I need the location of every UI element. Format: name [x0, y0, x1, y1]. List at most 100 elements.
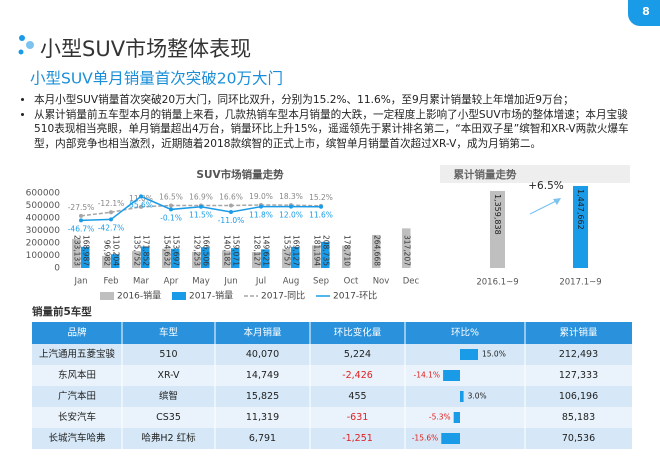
bar-value-label: 153,697 [172, 235, 181, 266]
bar [102, 255, 111, 268]
bar-value-label: 140,182 [223, 235, 232, 266]
table-cell: -1,251 [342, 433, 373, 444]
y-tick-label: 500000 [26, 201, 61, 211]
table-cell: XR-V [157, 370, 180, 381]
line-value-label: -12.1% [98, 199, 125, 208]
bar-value-label: 154,632 [163, 235, 172, 266]
bar [402, 228, 411, 268]
table-cell: 11,319 [246, 412, 279, 423]
table-cell: 5,224 [344, 349, 371, 360]
y-tick-label: 300000 [26, 226, 61, 236]
bar [231, 248, 240, 268]
bar-value-label: 168,987 [82, 235, 91, 266]
table-cell: 127,333 [559, 370, 598, 381]
bar-value-label: 181,194 [313, 235, 322, 266]
table-row-bg [32, 428, 632, 449]
bullet: 本月小型SUV销量首次突破20万大门，同环比双升，分别为15.2%、11.6%，… [34, 93, 646, 108]
line-value-label: 16.5% [159, 193, 183, 202]
table-cell: 6,791 [249, 433, 276, 444]
table-cell: 14,749 [246, 370, 279, 381]
bar [573, 185, 588, 268]
x-tick-label: Nov [373, 277, 390, 287]
bar [261, 249, 270, 268]
bar [141, 246, 150, 268]
y-tick-label: 0 [54, 264, 60, 274]
x-tick-label: May [192, 277, 210, 287]
x-tick-label: Mar [133, 277, 150, 287]
table-cell: 510 [159, 349, 177, 360]
table-cell: 40,070 [246, 349, 279, 360]
x-tick-label: Aug [283, 277, 300, 287]
bar-value-label: 159,071 [232, 235, 241, 266]
bar-value-label: 169,127 [292, 235, 301, 266]
table-cell: 长城汽车哈弗 [48, 432, 105, 444]
table-cell: -2,426 [342, 370, 373, 381]
bar-value-label: 153,757 [283, 235, 292, 266]
line-value-label: -27.5% [68, 203, 95, 212]
pct-label: 15.0% [482, 350, 506, 359]
x-tick-label: 2016.1~9 [476, 278, 518, 288]
legend-swatch [100, 292, 114, 300]
bar [372, 234, 381, 268]
y-tick-label: 100000 [26, 251, 61, 261]
bar-value-label: 264,668 [373, 235, 382, 266]
pct-label: -5.3% [429, 413, 451, 422]
table-header: 品牌 [67, 327, 87, 339]
line-value-label: 11.8% [249, 211, 273, 220]
pct-bar [443, 370, 460, 381]
line-point [169, 207, 173, 212]
table-row-bg [32, 407, 632, 428]
legend-label: 2017-同比 [261, 290, 305, 302]
deco [18, 49, 24, 55]
table-header: 车型 [159, 327, 179, 339]
bar [201, 247, 210, 268]
line-value-label: -0.1% [160, 213, 182, 222]
pct-bar [441, 433, 460, 444]
x-tick-label: Jun [223, 277, 237, 287]
chart-header-bg [440, 165, 630, 183]
pct-bar [453, 412, 460, 423]
annotation: +6.5% [528, 180, 563, 192]
line-point [229, 209, 233, 214]
arrow [529, 199, 559, 215]
legend-label: 2017-销量 [189, 290, 233, 302]
table-cell: 缤智 [159, 390, 178, 402]
line-point [259, 204, 263, 209]
line-point [199, 204, 203, 209]
table-cell: 上汽通用五菱宝骏 [39, 348, 116, 360]
pct-bar [460, 391, 464, 402]
table-header: 本月销量 [243, 327, 282, 339]
x-tick-label: Apr [164, 277, 179, 287]
table-cell: 70,536 [562, 433, 595, 444]
page-tab [628, 0, 660, 26]
title: 小型SUV市场整体表现 [40, 37, 251, 61]
line-value-label: 11.6% [309, 211, 333, 220]
x-tick-label: 2017.1~9 [559, 278, 601, 288]
line-value-label: 18.3% [279, 192, 303, 201]
page-number: 8 [642, 5, 650, 18]
table-header-bg [32, 322, 632, 344]
x-tick-label: Jul [255, 277, 266, 287]
line-point [139, 194, 143, 199]
table-header: 累计销量 [559, 327, 598, 339]
line-point [229, 203, 233, 208]
bar-value-label: 1,447,662 [576, 189, 585, 230]
table-cell: -631 [347, 412, 369, 423]
bar-value-label: 110,204 [112, 235, 121, 266]
table-cell: CS35 [156, 412, 181, 423]
bar [312, 245, 321, 268]
bullet: 从累计销量前五车型本月的销量上来看，几款热销车型本月销量的大跌，一定程度上影响了… [34, 108, 646, 152]
bar [321, 241, 330, 268]
bar-value-label: 128,127 [253, 235, 262, 266]
line-point [319, 204, 323, 209]
bar-value-label: 233,133 [73, 235, 82, 266]
pct-bar [460, 349, 478, 360]
bar-value-label: 317,207 [403, 235, 412, 266]
table-title: 销量前5车型 [32, 305, 92, 318]
line-point [139, 204, 143, 209]
y-tick-label: 200000 [26, 239, 61, 249]
x-tick-label: Oct [344, 277, 359, 287]
legend-swatch [172, 292, 186, 300]
